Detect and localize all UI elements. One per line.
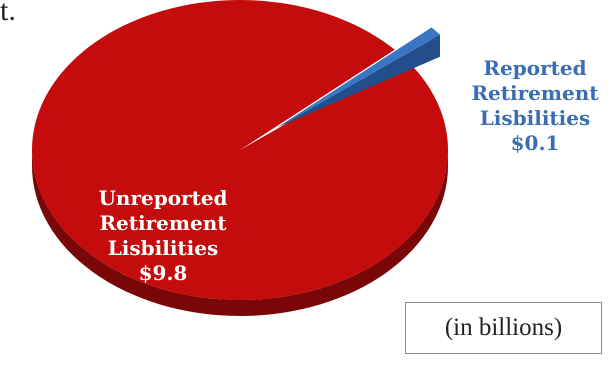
unreported-slice-label: Unreported Retirement Lisbilities $9.8 bbox=[58, 186, 268, 286]
unreported-label-line-2: Retirement bbox=[99, 211, 227, 235]
reported-slice-edge bbox=[276, 34, 440, 128]
unreported-value-label: $9.8 bbox=[138, 261, 188, 285]
unit-note: (in billions) bbox=[444, 314, 563, 341]
unreported-label-line-3: Lisbilities bbox=[107, 236, 219, 260]
unit-note-box: (in billions) bbox=[405, 302, 602, 354]
unreported-label-line-1: Unreported bbox=[98, 186, 228, 210]
reported-label-line-1: Reported bbox=[483, 56, 587, 80]
reported-label-line-3: Lisbilities bbox=[479, 106, 591, 130]
reported-slice-label: Reported Retirement Lisbilities $0.1 bbox=[450, 56, 610, 156]
reported-label-line-2: Retirement bbox=[471, 81, 599, 105]
reported-value-label: $0.1 bbox=[510, 131, 560, 155]
reported-slice bbox=[276, 27, 440, 128]
unreported-slice bbox=[32, 0, 449, 301]
cut-off-text: t. bbox=[0, 0, 16, 27]
